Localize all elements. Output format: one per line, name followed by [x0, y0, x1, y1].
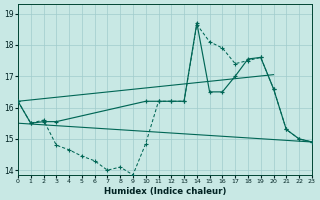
X-axis label: Humidex (Indice chaleur): Humidex (Indice chaleur) — [104, 187, 226, 196]
